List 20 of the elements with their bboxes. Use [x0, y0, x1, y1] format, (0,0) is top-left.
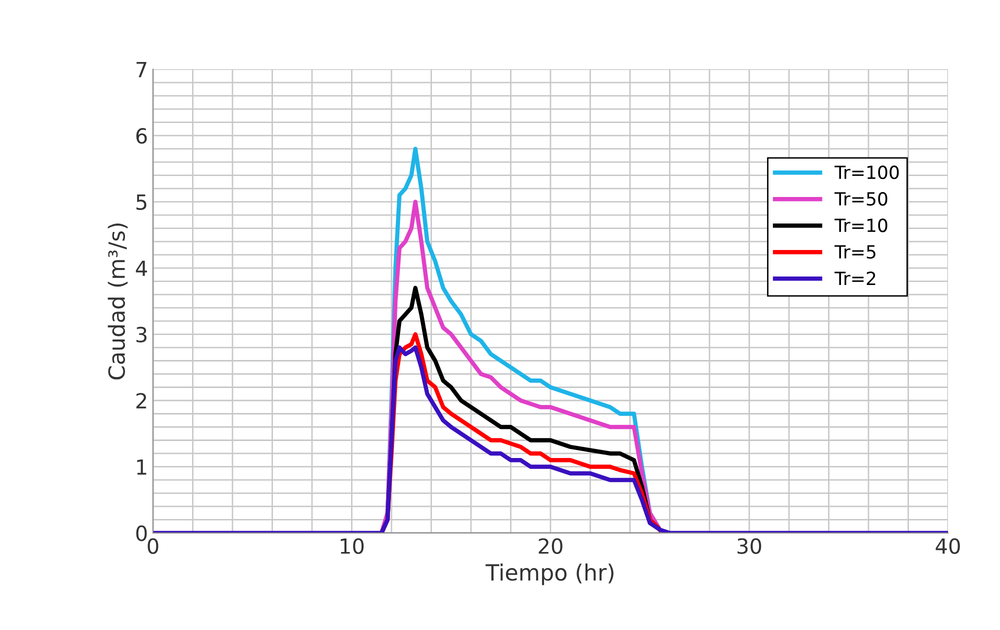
- y-tick-label: 1: [137, 459, 146, 475]
- y-tick-label: 3: [136, 326, 146, 342]
- x-tick-label: 0: [148, 538, 158, 554]
- y-tick-label: 2: [136, 392, 146, 408]
- legend-label: Tr=50: [834, 192, 888, 206]
- y-tick-label: 5: [136, 194, 146, 210]
- y-tick-label: 0: [136, 525, 147, 542]
- y-tick-label: 6: [136, 128, 147, 144]
- y-axis-title: Caudad (m³/s): [108, 224, 128, 380]
- legend-label: Tr=2: [834, 272, 876, 285]
- legend-label: Tr=10: [834, 218, 888, 232]
- legend-label: Tr=5: [834, 245, 876, 259]
- y-tick-label: 4: [136, 260, 147, 276]
- legend-label: Tr=100: [834, 166, 899, 180]
- x-tick-label: 30: [738, 538, 762, 554]
- x-tick-label: 20: [538, 538, 562, 554]
- x-tick-label: 10: [340, 538, 364, 554]
- x-axis-title: Tiempo (hr): [486, 564, 614, 586]
- x-tick-label: 40: [936, 538, 960, 554]
- y-tick-label: 7: [136, 62, 146, 78]
